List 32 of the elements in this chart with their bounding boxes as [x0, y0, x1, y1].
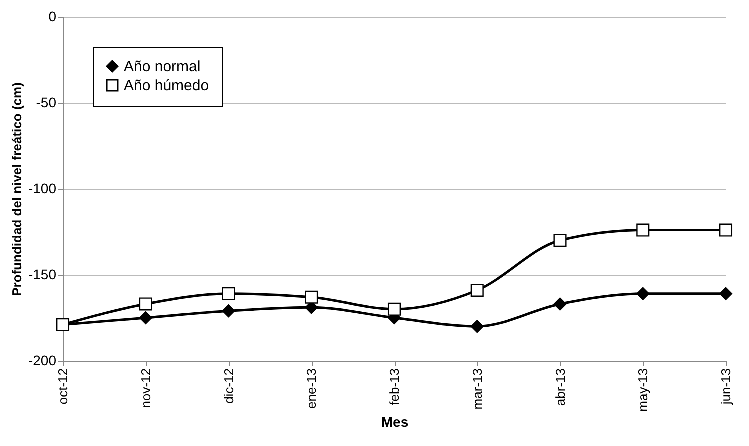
legend-label: Año normal [124, 58, 201, 76]
y-tick-label: -50 [36, 94, 57, 110]
x-tick-label: mar-13 [470, 368, 485, 410]
point [305, 290, 318, 304]
y-tick-label: -150 [28, 266, 57, 282]
point [222, 304, 236, 318]
point [388, 302, 402, 316]
x-tick-label: nov-12 [138, 368, 154, 408]
point [636, 287, 650, 300]
point [470, 320, 484, 334]
point [222, 287, 236, 300]
x-tick-label: oct-12 [56, 368, 70, 405]
point [554, 234, 567, 248]
point [719, 287, 733, 300]
legend-label: Año húmedo [124, 78, 210, 94]
y-tick-label: -100 [28, 180, 57, 196]
point [719, 224, 733, 237]
x-axis-title: Mes [381, 414, 409, 430]
x-tick-label: ene-13 [304, 368, 320, 409]
point [554, 298, 567, 311]
x-tick-label: abr-13 [552, 368, 568, 406]
x-tick-label: may-13 [636, 368, 651, 412]
y-tick-label: -200 [28, 352, 57, 368]
x-tick-label: feb-13 [387, 368, 402, 406]
x-tick-label: jun-13 [718, 368, 734, 406]
y-axis-title: Profundidad del nivel freático (cm) [9, 82, 24, 296]
y-tick-label: 0 [48, 8, 57, 24]
x-tick-label: dic-12 [221, 368, 236, 404]
point [139, 311, 152, 325]
point [139, 298, 152, 311]
point [470, 284, 484, 297]
point [636, 224, 650, 237]
